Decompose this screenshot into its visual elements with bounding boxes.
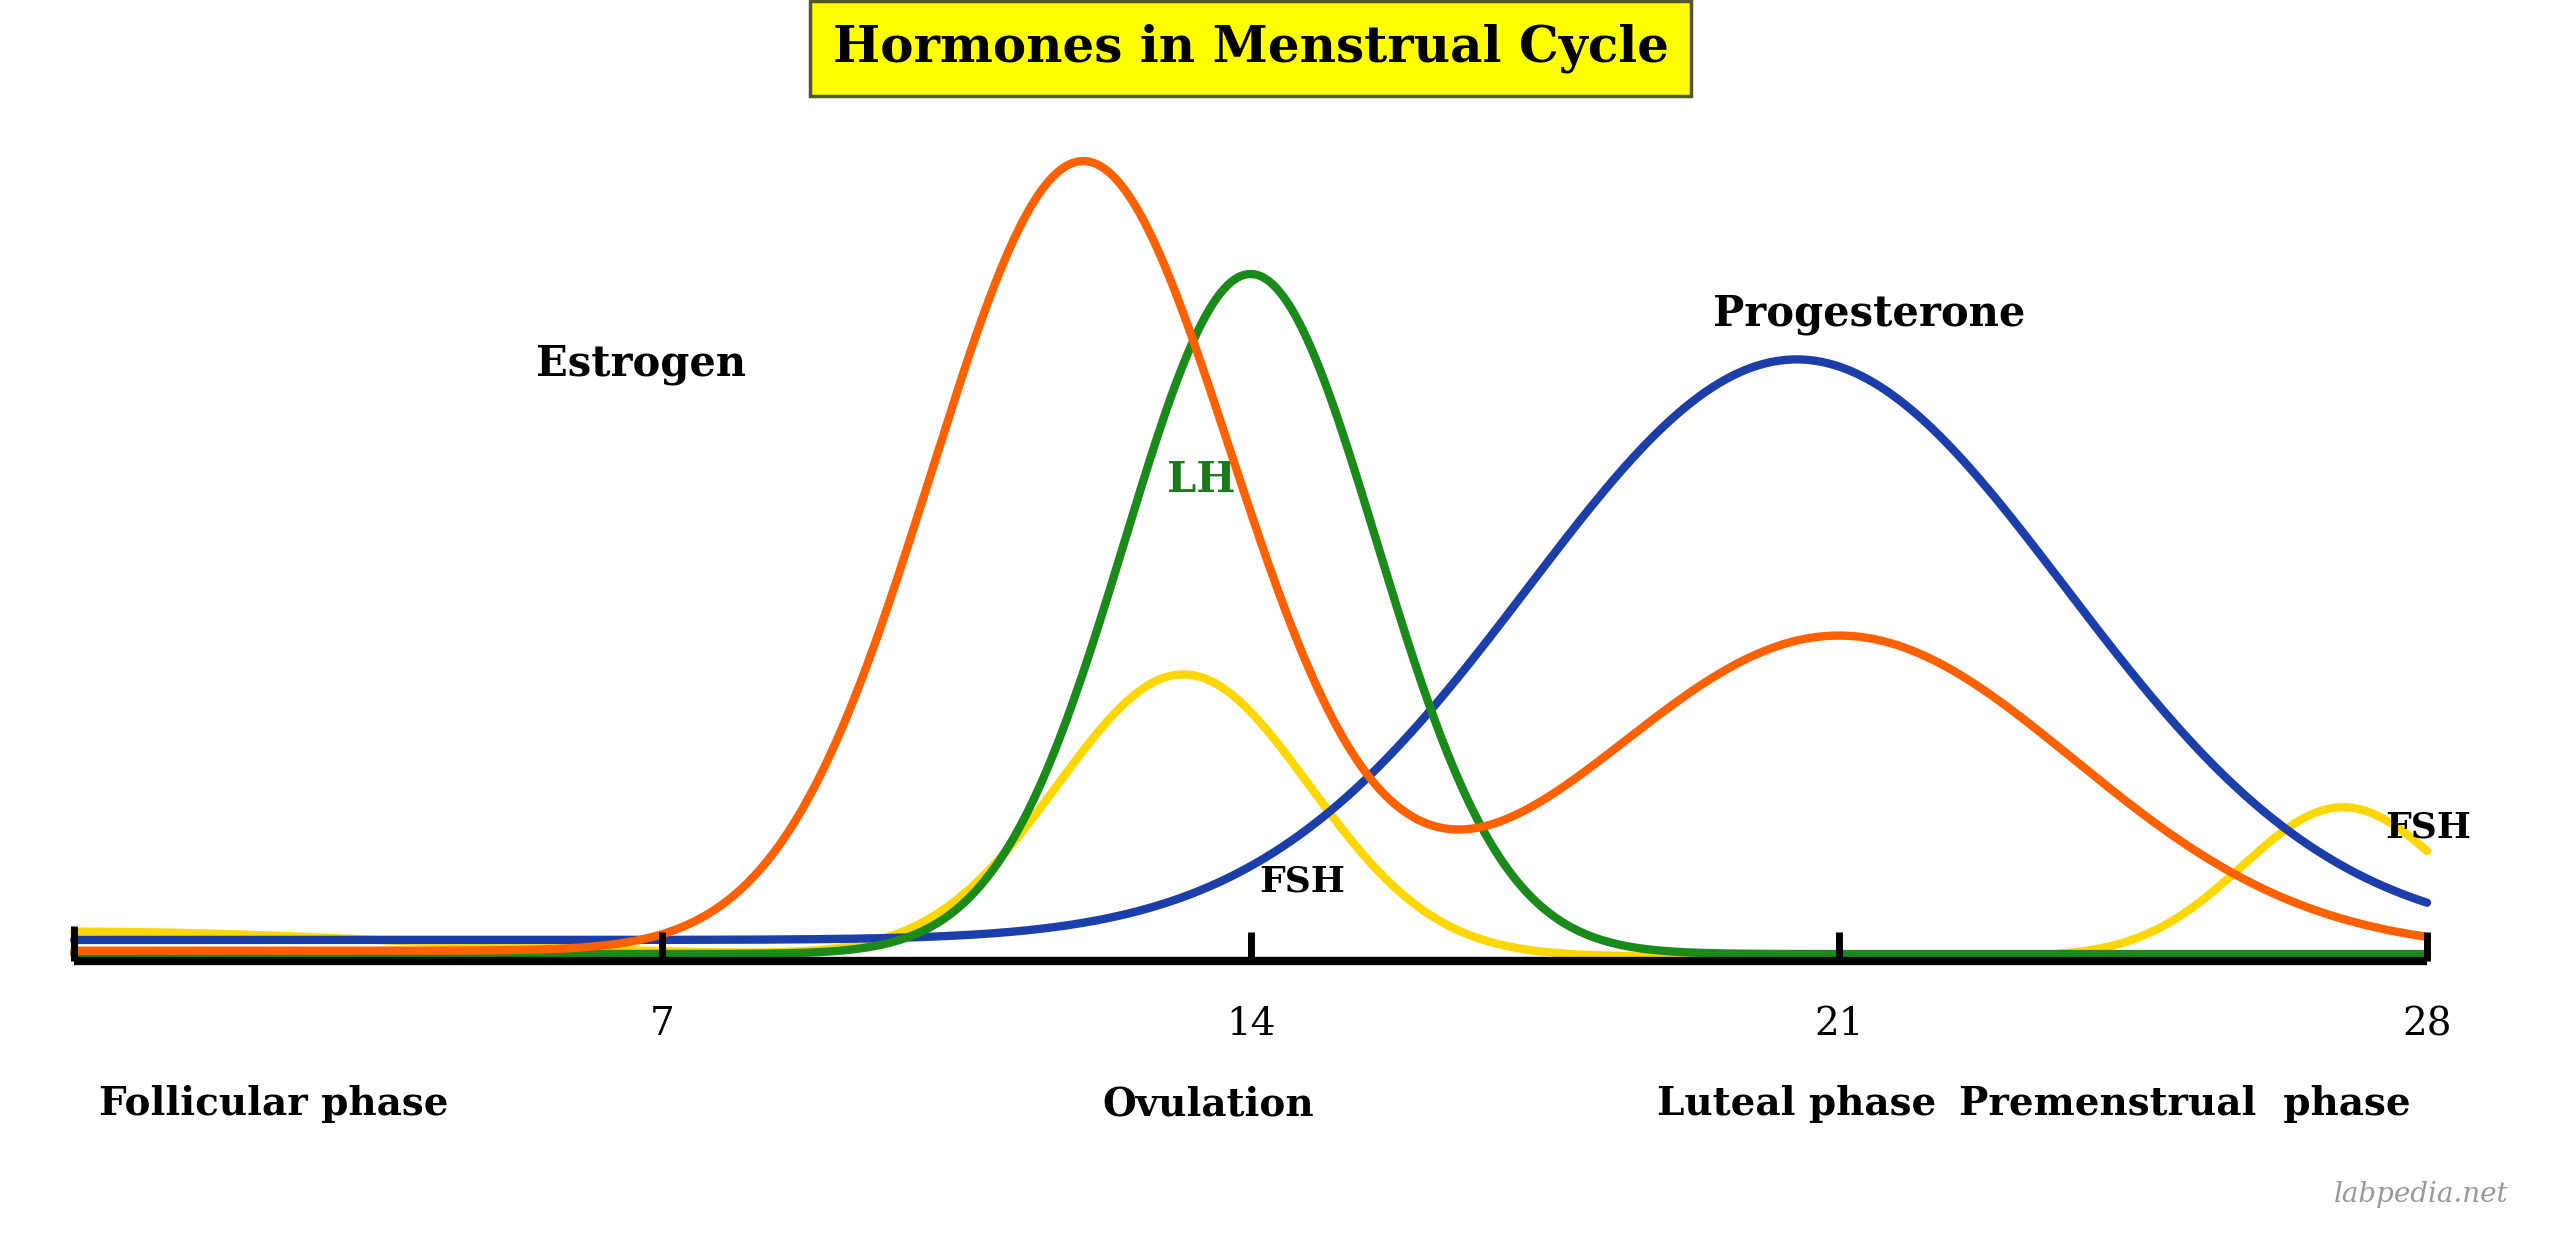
Text: 28: 28 <box>2401 1006 2452 1043</box>
Text: 21: 21 <box>1815 1006 1864 1043</box>
Text: 7: 7 <box>650 1006 676 1043</box>
Text: Hormones in Menstrual Cycle: Hormones in Menstrual Cycle <box>832 23 1669 73</box>
Text: Estrogen: Estrogen <box>538 343 748 385</box>
Text: Follicular phase: Follicular phase <box>100 1085 448 1123</box>
Text: FSH: FSH <box>2386 811 2470 845</box>
Text: FSH: FSH <box>1260 864 1344 899</box>
Text: Ovulation: Ovulation <box>1103 1085 1313 1123</box>
Text: Luteal phase: Luteal phase <box>1656 1085 1935 1123</box>
Text: Premenstrual  phase: Premenstrual phase <box>1958 1085 2409 1123</box>
Text: labpedia.net: labpedia.net <box>2335 1181 2509 1208</box>
Text: LH: LH <box>1167 459 1234 501</box>
Text: Progesterone: Progesterone <box>1713 292 2025 335</box>
Text: 14: 14 <box>1226 1006 1275 1043</box>
